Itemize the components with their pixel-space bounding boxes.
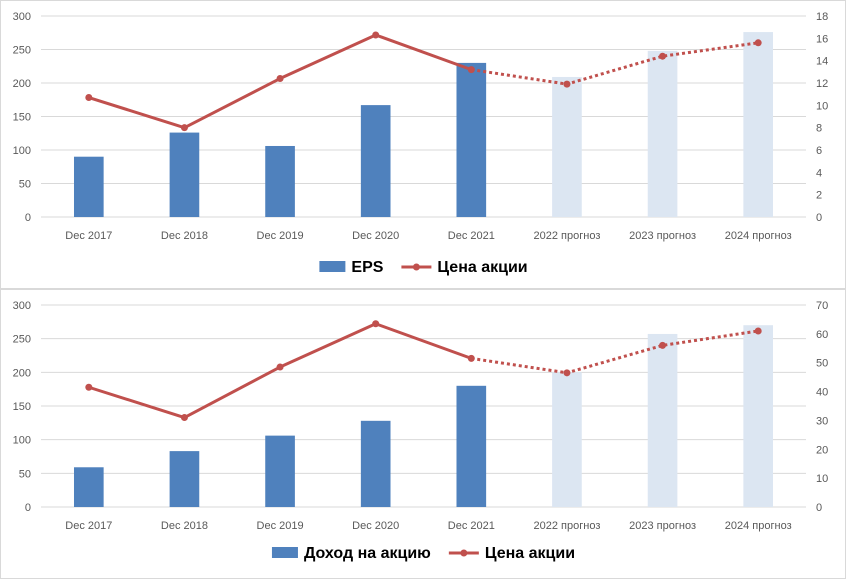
- price-point: [180, 414, 188, 422]
- legend-label-line: Цена акции: [437, 259, 527, 276]
- bar: [743, 325, 774, 507]
- y-left-tick-label: 100: [13, 435, 31, 447]
- x-tick-label: 2022 прогноз: [534, 230, 601, 242]
- x-tick-label: Dec 2017: [65, 520, 112, 532]
- x-tick-label: 2023 прогноз: [629, 520, 696, 532]
- x-tick-label: Dec 2019: [257, 520, 304, 532]
- legend-label-bar: EPS: [351, 259, 383, 276]
- y-right-tick-label: 12: [816, 78, 828, 90]
- y-left-tick-label: 250: [13, 334, 31, 346]
- y-right-tick-label: 10: [816, 473, 828, 485]
- price-point: [659, 52, 667, 60]
- x-tick-label: Dec 2017: [65, 230, 112, 242]
- bar: [552, 372, 582, 507]
- x-tick-label: Dec 2018: [161, 230, 208, 242]
- x-tick-label: Dec 2020: [352, 520, 399, 532]
- x-tick-label: Dec 2019: [257, 230, 304, 242]
- legend-swatch-bar: [319, 261, 346, 272]
- price-point: [276, 75, 284, 83]
- price-point: [563, 80, 571, 88]
- y-left-tick-label: 200: [13, 78, 31, 90]
- y-right-tick-label: 20: [816, 444, 828, 456]
- price-point: [563, 369, 571, 377]
- y-right-tick-label: 70: [816, 300, 828, 312]
- y-left-tick-label: 300: [13, 11, 31, 23]
- price-point: [467, 354, 475, 362]
- income-per-share-price-chart: 0 50 100 150 200 250 300 0 10 20 30 40 50 60 70 Dec 201…: [13, 300, 829, 562]
- y-right-tick-label: 8: [816, 123, 822, 135]
- y-right-tick-label: 2: [816, 190, 822, 202]
- x-tick-label: 2024 прогноз: [725, 230, 792, 242]
- y-right-tick-label: 4: [816, 167, 822, 179]
- price-line-forecast: [471, 41, 759, 86]
- legend-swatch-bar: [271, 547, 298, 558]
- legend-label-line: Цена акции: [485, 545, 575, 562]
- bar: [169, 451, 200, 507]
- y-right-tick-label: 16: [816, 33, 828, 45]
- price-point: [754, 39, 762, 47]
- x-tick-label: Dec 2021: [448, 230, 495, 242]
- bar: [456, 385, 487, 507]
- bar: [73, 467, 104, 507]
- y-right-tick-label: 40: [816, 387, 828, 399]
- price-point: [467, 66, 475, 74]
- legend-marker: [412, 263, 420, 271]
- bar: [360, 420, 391, 507]
- y-left-tick-label: 100: [13, 145, 31, 157]
- y-left-tick-label: 0: [25, 502, 31, 514]
- bar: [552, 76, 582, 217]
- price-point: [180, 124, 188, 132]
- y-left-tick-label: 50: [19, 468, 31, 480]
- price-point: [372, 31, 380, 39]
- price-line-forecast: [471, 329, 759, 375]
- price-point: [372, 320, 380, 328]
- y-right-tick-label: 60: [816, 329, 828, 341]
- legend: Доход на акцию Цена акции: [271, 545, 575, 562]
- y-left-tick-label: 0: [25, 212, 31, 224]
- bar: [265, 145, 295, 217]
- y-right-tick-label: 0: [816, 212, 822, 224]
- legend-label-bar: Доход на акцию: [304, 545, 431, 562]
- price-point: [276, 363, 284, 371]
- x-tick-label: 2022 прогноз: [534, 520, 601, 532]
- legend-marker: [460, 549, 468, 557]
- y-right-tick-label: 50: [816, 358, 828, 370]
- y-right-tick-label: 10: [816, 100, 828, 112]
- bar: [647, 333, 678, 507]
- y-left-tick-label: 150: [13, 401, 31, 413]
- x-tick-label: Dec 2018: [161, 520, 208, 532]
- y-right-tick-label: 6: [816, 145, 822, 157]
- y-left-tick-label: 50: [19, 179, 31, 191]
- bar: [743, 32, 774, 217]
- eps-price-chart: 0 50 100 150 200 250 300 0 2 4 6 8 10 12 14 16 18 Dec 201…: [13, 11, 829, 276]
- price-point: [659, 341, 667, 349]
- bar: [73, 156, 104, 217]
- bar: [647, 50, 678, 218]
- bar: [265, 435, 295, 507]
- price-point: [85, 383, 93, 391]
- x-tick-label: 2023 прогноз: [629, 230, 696, 242]
- y-left-tick-label: 300: [13, 300, 31, 312]
- price-point: [85, 94, 93, 102]
- chart-panel-eps: 0 50 100 150 200 250 300 0 2 4 6 8 10 12 14 16 18 Dec 201…: [0, 0, 846, 289]
- y-right-tick-label: 18: [816, 11, 828, 23]
- bar: [456, 62, 487, 218]
- legend: EPS Цена акции: [319, 259, 528, 276]
- y-left-tick-label: 150: [13, 112, 31, 124]
- bar: [169, 132, 200, 217]
- y-right-tick-label: 30: [816, 415, 828, 427]
- y-right-tick-label: 14: [816, 56, 828, 68]
- y-right-tick-label: 0: [816, 502, 822, 514]
- y-left-tick-label: 250: [13, 45, 31, 57]
- price-point: [754, 327, 762, 335]
- x-tick-label: Dec 2021: [448, 520, 495, 532]
- x-tick-label: Dec 2020: [352, 230, 399, 242]
- x-tick-label: 2024 прогноз: [725, 520, 792, 532]
- bar: [360, 105, 391, 217]
- chart-panel-income-per-share: 0 50 100 150 200 250 300 0 10 20 30 40 50 60 70 Dec 201…: [0, 289, 846, 579]
- price-line-actual: [88, 322, 472, 420]
- y-left-tick-label: 200: [13, 367, 31, 379]
